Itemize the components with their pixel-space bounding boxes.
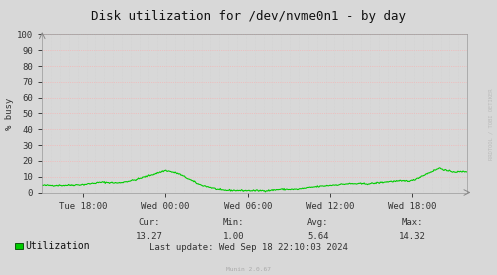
Text: Max:: Max: xyxy=(402,218,423,227)
Text: Last update: Wed Sep 18 22:10:03 2024: Last update: Wed Sep 18 22:10:03 2024 xyxy=(149,243,348,252)
Text: 1.00: 1.00 xyxy=(223,232,245,241)
Text: Min:: Min: xyxy=(223,218,245,227)
Y-axis label: % busy: % busy xyxy=(5,97,14,130)
Text: Disk utilization for /dev/nvme0n1 - by day: Disk utilization for /dev/nvme0n1 - by d… xyxy=(91,10,406,23)
Text: Cur:: Cur: xyxy=(138,218,160,227)
Text: 13.27: 13.27 xyxy=(136,232,163,241)
Text: 5.64: 5.64 xyxy=(307,232,329,241)
Text: RRDTOOL / TOBI OETIKER: RRDTOOL / TOBI OETIKER xyxy=(488,88,493,160)
Text: Munin 2.0.67: Munin 2.0.67 xyxy=(226,267,271,272)
Text: 14.32: 14.32 xyxy=(399,232,426,241)
Text: Avg:: Avg: xyxy=(307,218,329,227)
Text: Utilization: Utilization xyxy=(25,241,89,251)
